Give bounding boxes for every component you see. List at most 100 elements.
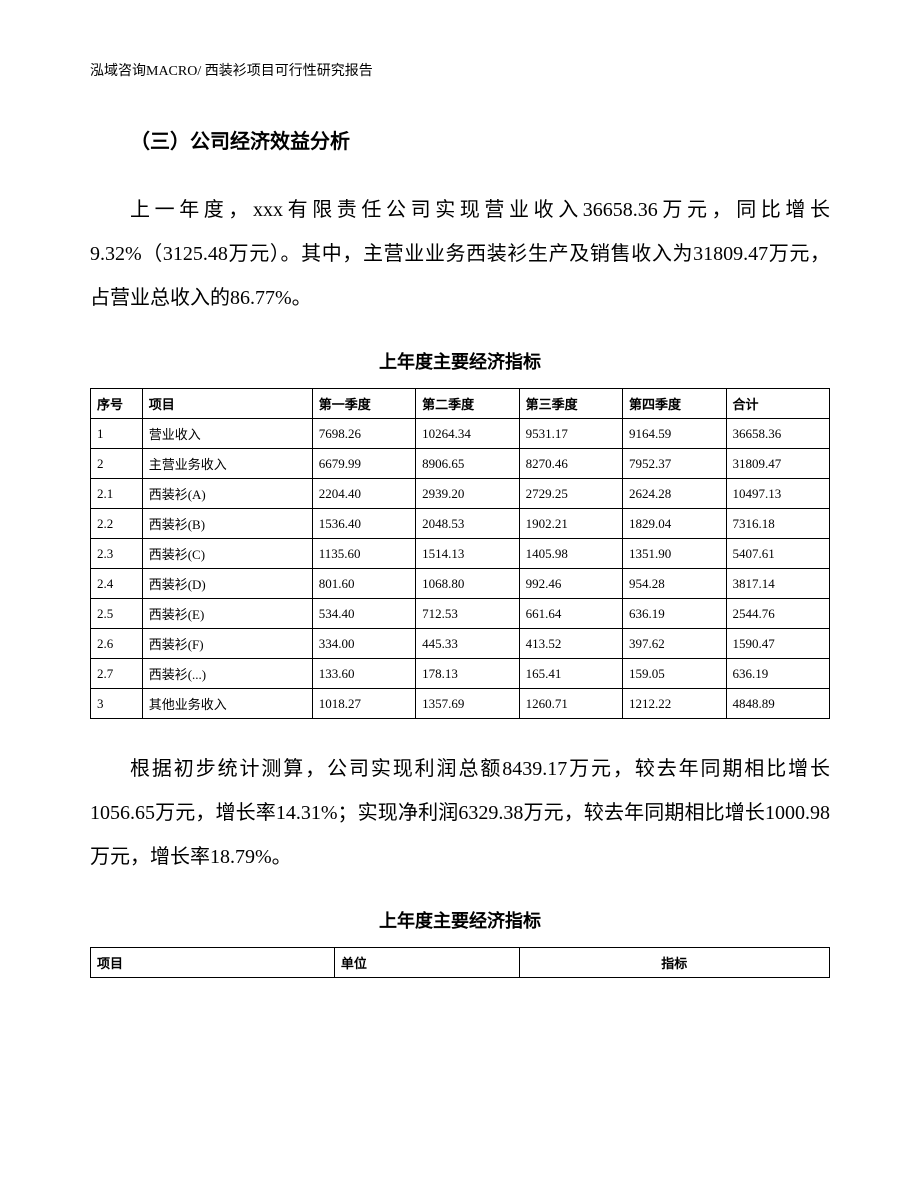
- cell: 2.5: [91, 599, 143, 629]
- cell: 7952.37: [623, 449, 726, 479]
- cell: 西装衫(F): [142, 629, 312, 659]
- cell: 10497.13: [726, 479, 830, 509]
- table-row: 2主营业务收入6679.998906.658270.467952.3731809…: [91, 449, 830, 479]
- cell: 10264.34: [416, 419, 519, 449]
- table1-body: 1营业收入7698.2610264.349531.179164.5936658.…: [91, 419, 830, 719]
- cell: 9531.17: [519, 419, 622, 449]
- cell: 西装衫(C): [142, 539, 312, 569]
- cell: 营业收入: [142, 419, 312, 449]
- cell: 2.3: [91, 539, 143, 569]
- cell: 3: [91, 689, 143, 719]
- table-row: 1营业收入7698.2610264.349531.179164.5936658.…: [91, 419, 830, 449]
- table-row: 2.3西装衫(C)1135.601514.131405.981351.90540…: [91, 539, 830, 569]
- cell: 7698.26: [312, 419, 415, 449]
- cell: 636.19: [623, 599, 726, 629]
- cell: 1068.80: [416, 569, 519, 599]
- cell: 661.64: [519, 599, 622, 629]
- cell: 主营业务收入: [142, 449, 312, 479]
- cell: 992.46: [519, 569, 622, 599]
- cell: 159.05: [623, 659, 726, 689]
- cell: 1902.21: [519, 509, 622, 539]
- cell: 1351.90: [623, 539, 726, 569]
- cell: 133.60: [312, 659, 415, 689]
- cell: 712.53: [416, 599, 519, 629]
- cell: 5407.61: [726, 539, 830, 569]
- cell: 1514.13: [416, 539, 519, 569]
- col-seq: 序号: [91, 389, 143, 419]
- cell: 397.62: [623, 629, 726, 659]
- cell: 445.33: [416, 629, 519, 659]
- cell: 西装衫(...): [142, 659, 312, 689]
- col-q2: 第二季度: [416, 389, 519, 419]
- cell: 1: [91, 419, 143, 449]
- cell: 801.60: [312, 569, 415, 599]
- cell: 1018.27: [312, 689, 415, 719]
- cell: 2: [91, 449, 143, 479]
- cell: 1260.71: [519, 689, 622, 719]
- cell: 334.00: [312, 629, 415, 659]
- cell: 2729.25: [519, 479, 622, 509]
- cell: 2624.28: [623, 479, 726, 509]
- col-item: 项目: [91, 948, 335, 978]
- cell: 636.19: [726, 659, 830, 689]
- section-heading: （三）公司经济效益分析: [90, 120, 830, 164]
- cell: 2.4: [91, 569, 143, 599]
- col-q1: 第一季度: [312, 389, 415, 419]
- table-row: 2.2西装衫(B)1536.402048.531902.211829.04731…: [91, 509, 830, 539]
- table-row: 2.5西装衫(E)534.40712.53661.64636.192544.76: [91, 599, 830, 629]
- col-metric: 指标: [519, 948, 829, 978]
- table-row: 2.6西装衫(F)334.00445.33413.52397.621590.47: [91, 629, 830, 659]
- cell: 3817.14: [726, 569, 830, 599]
- cell: 1212.22: [623, 689, 726, 719]
- col-total: 合计: [726, 389, 830, 419]
- document-page: 泓域咨询MACRO/ 西装衫项目可行性研究报告 （三）公司经济效益分析 上一年度…: [0, 0, 920, 1191]
- cell: 西装衫(A): [142, 479, 312, 509]
- cell: 31809.47: [726, 449, 830, 479]
- col-q3: 第三季度: [519, 389, 622, 419]
- table-header-row: 序号 项目 第一季度 第二季度 第三季度 第四季度 合计: [91, 389, 830, 419]
- cell: 其他业务收入: [142, 689, 312, 719]
- cell: 2.7: [91, 659, 143, 689]
- cell: 36658.36: [726, 419, 830, 449]
- cell: 165.41: [519, 659, 622, 689]
- cell: 2.2: [91, 509, 143, 539]
- paragraph-2: 根据初步统计测算，公司实现利润总额8439.17万元，较去年同期相比增长1056…: [90, 747, 830, 879]
- cell: 954.28: [623, 569, 726, 599]
- cell: 6679.99: [312, 449, 415, 479]
- economic-indicators-table-2: 项目 单位 指标: [90, 947, 830, 978]
- cell: 7316.18: [726, 509, 830, 539]
- page-header: 泓域咨询MACRO/ 西装衫项目可行性研究报告: [90, 60, 830, 80]
- cell: 1536.40: [312, 509, 415, 539]
- cell: 西装衫(E): [142, 599, 312, 629]
- cell: 178.13: [416, 659, 519, 689]
- cell: 1590.47: [726, 629, 830, 659]
- table2-title: 上年度主要经济指标: [90, 907, 830, 933]
- cell: 1829.04: [623, 509, 726, 539]
- cell: 2.1: [91, 479, 143, 509]
- col-unit: 单位: [334, 948, 519, 978]
- table1-title: 上年度主要经济指标: [90, 348, 830, 374]
- cell: 4848.89: [726, 689, 830, 719]
- col-item: 项目: [142, 389, 312, 419]
- cell: 2544.76: [726, 599, 830, 629]
- cell: 8270.46: [519, 449, 622, 479]
- cell: 1405.98: [519, 539, 622, 569]
- cell: 8906.65: [416, 449, 519, 479]
- cell: 2204.40: [312, 479, 415, 509]
- economic-indicators-table: 序号 项目 第一季度 第二季度 第三季度 第四季度 合计 1营业收入7698.2…: [90, 388, 830, 719]
- cell: 1135.60: [312, 539, 415, 569]
- col-q4: 第四季度: [623, 389, 726, 419]
- table-row: 2.1西装衫(A)2204.402939.202729.252624.28104…: [91, 479, 830, 509]
- cell: 534.40: [312, 599, 415, 629]
- paragraph-1: 上一年度，xxx有限责任公司实现营业收入36658.36万元，同比增长9.32%…: [90, 188, 830, 320]
- cell: 西装衫(B): [142, 509, 312, 539]
- cell: 2048.53: [416, 509, 519, 539]
- cell: 1357.69: [416, 689, 519, 719]
- table-header-row: 项目 单位 指标: [91, 948, 830, 978]
- table-row: 2.7西装衫(...)133.60178.13165.41159.05636.1…: [91, 659, 830, 689]
- table-row: 3其他业务收入1018.271357.691260.711212.224848.…: [91, 689, 830, 719]
- cell: 2.6: [91, 629, 143, 659]
- cell: 西装衫(D): [142, 569, 312, 599]
- table-row: 2.4西装衫(D)801.601068.80992.46954.283817.1…: [91, 569, 830, 599]
- cell: 2939.20: [416, 479, 519, 509]
